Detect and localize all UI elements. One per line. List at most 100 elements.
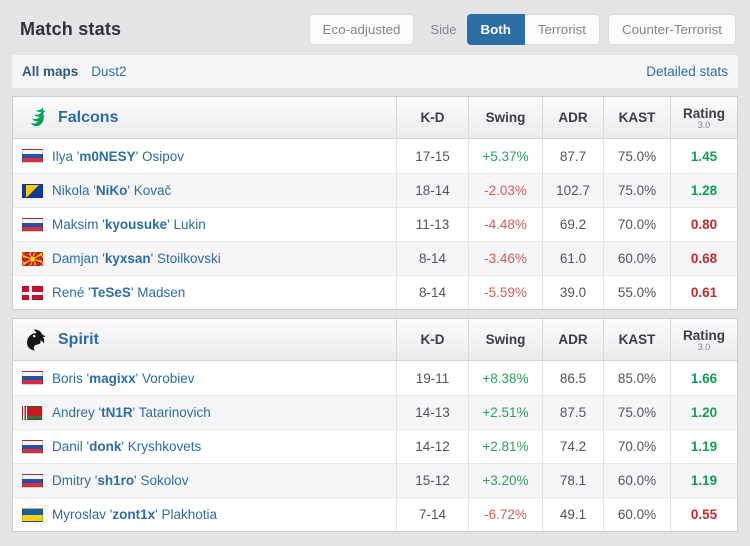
column-header-rating: Rating 3.0 — [670, 97, 737, 138]
player-link[interactable]: Boris magixx Vorobiev — [52, 371, 195, 386]
kast-value: 60.0% — [603, 242, 670, 275]
column-header-kd: K-D — [396, 319, 468, 360]
rating-value: 1.19 — [670, 430, 737, 463]
kast-value: 85.0% — [603, 361, 670, 395]
kast-value: 60.0% — [603, 498, 670, 531]
rating-value: 1.20 — [670, 396, 737, 429]
adr-value: 39.0 — [542, 276, 603, 309]
rating-value: 0.61 — [670, 276, 737, 309]
player-row: Damjan kyxsan Stoilkovski 8-14 -3.46% 61… — [13, 241, 737, 275]
player-name-cell: Damjan kyxsan Stoilkovski — [13, 242, 396, 275]
adr-value: 61.0 — [542, 242, 603, 275]
player-link[interactable]: Dmitry sh1ro Sokolov — [52, 473, 188, 488]
player-link[interactable]: Ilya m0NESY Osipov — [52, 149, 184, 164]
player-row: Danil donk Kryshkovets 14-12 +2.81% 74.2… — [13, 429, 737, 463]
player-row: Dmitry sh1ro Sokolov 15-12 +3.20% 78.1 6… — [13, 463, 737, 497]
adr-value: 49.1 — [542, 498, 603, 531]
falcons-rows: Ilya m0NESY Osipov 17-15 +5.37% 87.7 75.… — [13, 139, 737, 309]
side-counter-terrorist-button[interactable]: Counter-Terrorist — [608, 14, 736, 45]
kast-value: 75.0% — [603, 396, 670, 429]
player-name-cell: Andrey tN1R Tatarinovich — [13, 396, 396, 429]
flag-icon — [22, 507, 43, 522]
map-tabs: All maps Dust2 — [22, 64, 127, 79]
rating-label: Rating — [683, 328, 725, 343]
column-header-kast: KAST — [603, 97, 670, 138]
stats-controls: Eco-adjusted Side Both Terrorist Counter… — [308, 14, 736, 45]
flag-icon — [22, 149, 43, 163]
player-row: Andrey tN1R Tatarinovich 14-13 +2.51% 87… — [13, 395, 737, 429]
swing-value: +8.38% — [468, 361, 542, 395]
flag-icon — [22, 439, 43, 454]
rating-label: Rating — [683, 106, 725, 121]
player-name-cell: Nikola NiKo Kovač — [13, 174, 396, 207]
spirit-logo-icon — [22, 326, 49, 353]
player-link[interactable]: Danil donk Kryshkovets — [52, 439, 201, 454]
kd-value: 15-12 — [396, 464, 468, 497]
kd-value: 18-14 — [396, 174, 468, 207]
spirit-table-header: Spirit K-D Swing ADR KAST Rating 3.0 — [13, 319, 737, 361]
side-label: Side — [430, 22, 457, 37]
maps-bar: All maps Dust2 Detailed stats — [12, 55, 738, 88]
kast-value: 75.0% — [603, 139, 670, 173]
swing-value: +5.37% — [468, 139, 542, 173]
player-name-cell: Danil donk Kryshkovets — [13, 430, 396, 463]
kast-value: 55.0% — [603, 276, 670, 309]
player-name-cell: Dmitry sh1ro Sokolov — [13, 464, 396, 497]
falcons-team-cell: Falcons — [13, 97, 396, 138]
kd-value: 11-13 — [396, 208, 468, 241]
swing-value: +3.20% — [468, 464, 542, 497]
rating-value: 1.28 — [670, 174, 737, 207]
rating-value: 1.45 — [670, 139, 737, 173]
swing-value: -6.72% — [468, 498, 542, 531]
player-name-cell: Myroslav zont1x Plakhotia — [13, 498, 396, 531]
kd-value: 19-11 — [396, 361, 468, 395]
falcons-team-link[interactable]: Falcons — [58, 108, 119, 126]
kd-value: 8-14 — [396, 242, 468, 275]
side-button-group: Both Terrorist — [466, 14, 600, 45]
flag-icon — [22, 371, 43, 385]
kast-value: 70.0% — [603, 208, 670, 241]
player-link[interactable]: René TeSeS Madsen — [52, 285, 185, 300]
spirit-team-link[interactable]: Spirit — [58, 330, 99, 348]
side-terrorist-button[interactable]: Terrorist — [524, 14, 600, 45]
rating-value: 1.66 — [670, 361, 737, 395]
swing-value: -2.03% — [468, 174, 542, 207]
rating-version-label: 3.0 — [697, 342, 711, 352]
rating-value: 0.68 — [670, 242, 737, 275]
player-link[interactable]: Nikola NiKo Kovač — [52, 183, 171, 198]
eco-adjusted-button[interactable]: Eco-adjusted — [308, 14, 415, 45]
player-link[interactable]: Myroslav zont1x Plakhotia — [52, 507, 217, 522]
player-link[interactable]: Andrey tN1R Tatarinovich — [52, 405, 211, 420]
player-name-cell: Boris magixx Vorobiev — [13, 361, 396, 395]
kd-value: 8-14 — [396, 276, 468, 309]
swing-value: -3.46% — [468, 242, 542, 275]
detailed-stats-link[interactable]: Detailed stats — [646, 64, 728, 79]
falcons-table-header: Falcons K-D Swing ADR KAST Rating 3.0 — [13, 97, 737, 139]
adr-value: 102.7 — [542, 174, 603, 207]
kd-value: 17-15 — [396, 139, 468, 173]
kd-value: 7-14 — [396, 498, 468, 531]
map-tab-all-maps[interactable]: All maps — [22, 64, 79, 79]
team-table-spirit: Spirit K-D Swing ADR KAST Rating 3.0 Bor… — [12, 318, 738, 532]
flag-icon — [22, 473, 43, 488]
side-both-button[interactable]: Both — [466, 14, 525, 45]
swing-value: -4.48% — [468, 208, 542, 241]
player-row: Nikola NiKo Kovač 18-14 -2.03% 102.7 75.… — [13, 173, 737, 207]
swing-value: +2.81% — [468, 430, 542, 463]
column-header-swing: Swing — [468, 319, 542, 360]
column-header-swing: Swing — [468, 97, 542, 138]
swing-value: +2.51% — [468, 396, 542, 429]
kast-value: 70.0% — [603, 430, 670, 463]
spirit-team-cell: Spirit — [13, 319, 396, 360]
column-header-rating: Rating 3.0 — [670, 319, 737, 360]
player-link[interactable]: Damjan kyxsan Stoilkovski — [52, 251, 221, 266]
adr-value: 74.2 — [542, 430, 603, 463]
adr-value: 87.5 — [542, 396, 603, 429]
team-table-falcons: Falcons K-D Swing ADR KAST Rating 3.0 Il… — [12, 96, 738, 310]
kast-value: 60.0% — [603, 464, 670, 497]
match-stats-page: Match stats Eco-adjusted Side Both Terro… — [12, 14, 738, 532]
player-link[interactable]: Maksim kyousuke Lukin — [52, 217, 206, 232]
map-tab-dust2[interactable]: Dust2 — [91, 64, 127, 79]
rating-value: 0.80 — [670, 208, 737, 241]
column-header-adr: ADR — [542, 319, 603, 360]
